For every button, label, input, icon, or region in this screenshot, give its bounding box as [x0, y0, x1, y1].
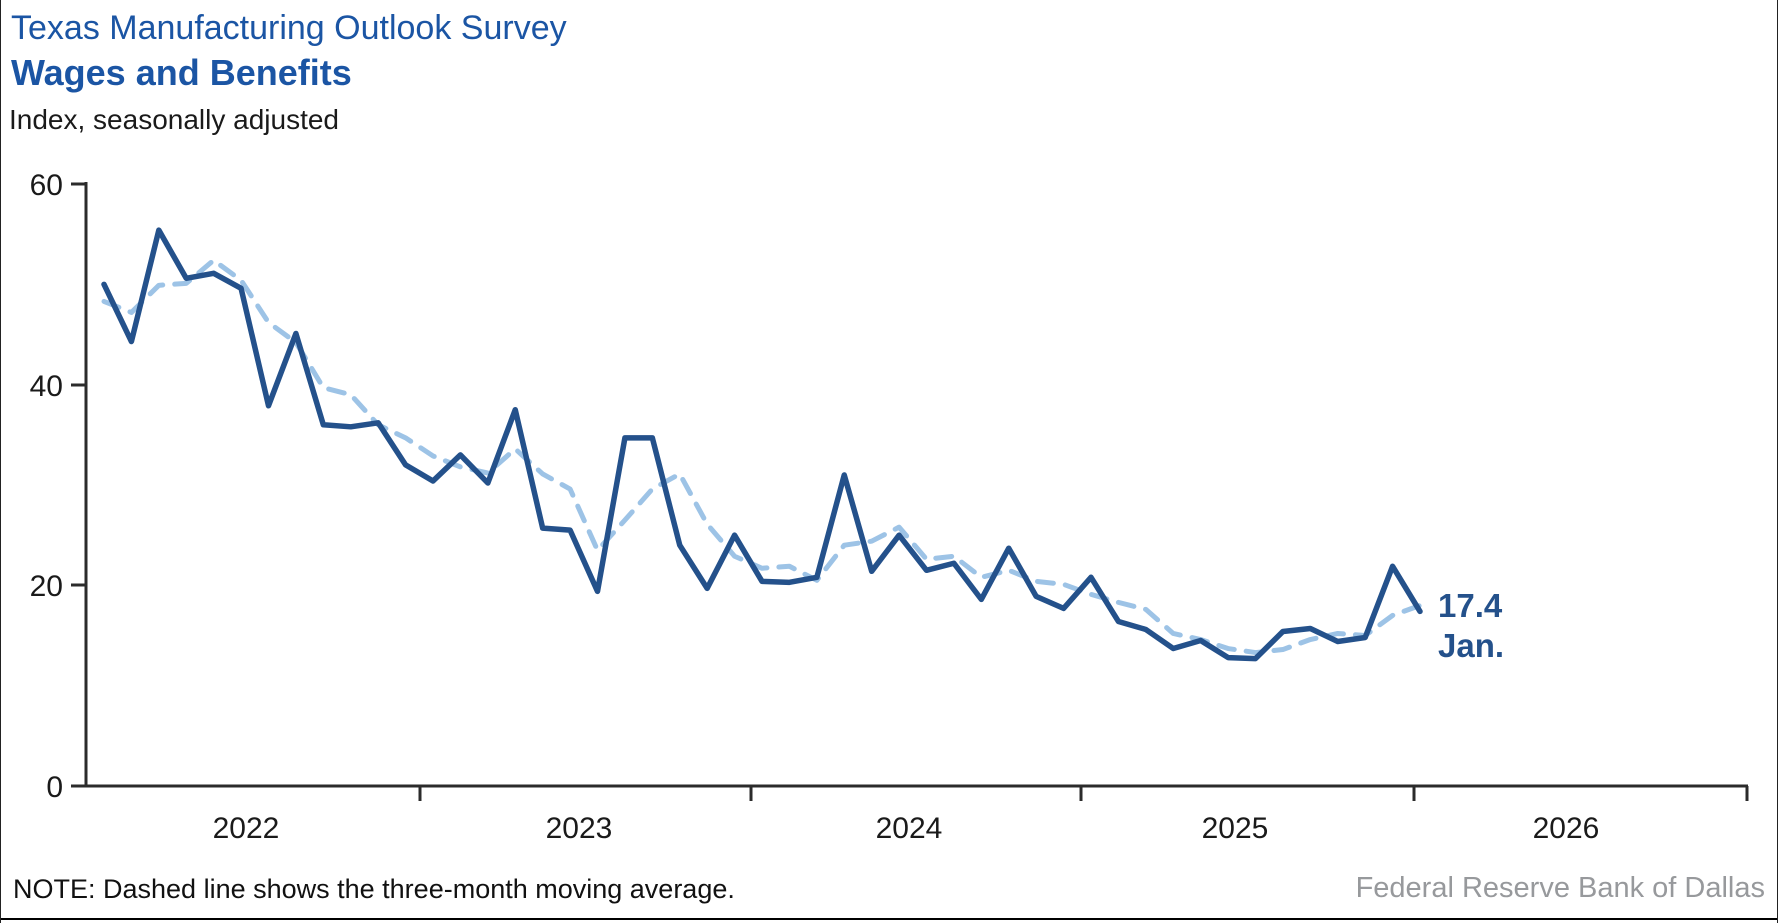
ytick-0: 0: [46, 771, 63, 804]
ytick-60: 60: [30, 169, 63, 202]
moving-average-dashed-line: [101, 257, 1423, 656]
xtick-2024: 2024: [876, 812, 943, 845]
chart-title: Texas Manufacturing Outlook Survey: [11, 9, 567, 47]
x-axis-ticks: [418, 786, 1749, 801]
ytick-40: 40: [30, 370, 63, 403]
wages-benefits-line: [101, 227, 1423, 662]
xtick-2023: 2023: [546, 812, 613, 845]
last-value-month: Jan.: [1438, 627, 1505, 664]
ytick-20: 20: [30, 570, 63, 603]
source-attribution: Federal Reserve Bank of Dallas: [1355, 872, 1765, 904]
footnote: NOTE: Dashed line shows the three-month …: [13, 874, 735, 904]
xtick-2025: 2025: [1202, 812, 1269, 845]
last-value-number: 17.4: [1438, 587, 1503, 624]
chart-subtitle: Wages and Benefits: [11, 52, 352, 93]
bottom-rule: [1, 918, 1777, 920]
y-axis-ticks: [71, 182, 86, 788]
xtick-2026: 2026: [1533, 812, 1600, 845]
last-value-annotation: 17.4 Jan.: [1438, 586, 1504, 666]
y-axis-unit-label: Index, seasonally adjusted: [9, 104, 339, 135]
xtick-2022: 2022: [213, 812, 280, 845]
